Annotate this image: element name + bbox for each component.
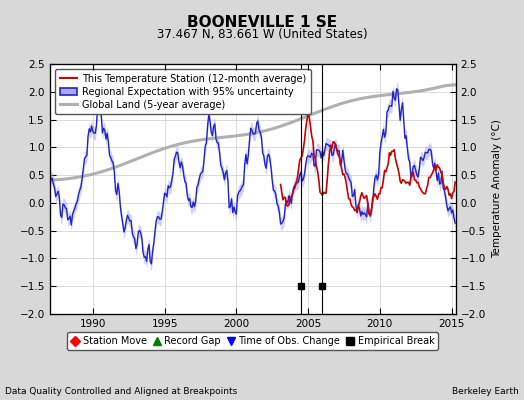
Text: Data Quality Controlled and Aligned at Breakpoints: Data Quality Controlled and Aligned at B…	[5, 387, 237, 396]
Legend: Station Move, Record Gap, Time of Obs. Change, Empirical Break: Station Move, Record Gap, Time of Obs. C…	[67, 332, 439, 350]
Legend: This Temperature Station (12-month average), Regional Expectation with 95% uncer: This Temperature Station (12-month avera…	[54, 69, 311, 114]
Text: Berkeley Earth: Berkeley Earth	[452, 387, 519, 396]
Text: 37.467 N, 83.661 W (United States): 37.467 N, 83.661 W (United States)	[157, 28, 367, 41]
Y-axis label: Temperature Anomaly (°C): Temperature Anomaly (°C)	[492, 120, 501, 258]
Text: BOONEVILLE 1 SE: BOONEVILLE 1 SE	[187, 15, 337, 30]
